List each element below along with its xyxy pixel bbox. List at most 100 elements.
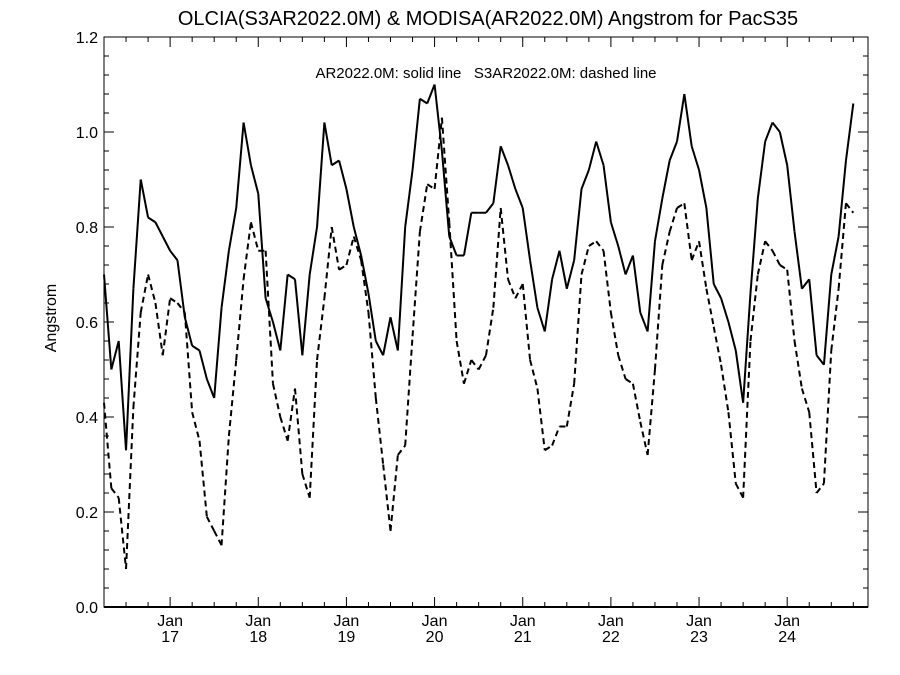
line-segment <box>690 240 700 261</box>
line-segment <box>389 317 399 351</box>
y-tick-label: 1.2 <box>76 30 98 47</box>
line-segment <box>595 240 605 252</box>
line-segment <box>470 359 480 371</box>
line-segment <box>110 340 120 370</box>
line-segment <box>279 274 289 351</box>
y-tick-label: 1.0 <box>76 125 98 142</box>
line-segment <box>698 241 708 289</box>
line-segment <box>779 264 788 271</box>
line-segment <box>338 160 348 190</box>
line-segment <box>220 250 230 308</box>
line-segment <box>786 269 796 342</box>
line-segment <box>323 122 333 166</box>
x-tick-year-label: 17 <box>161 629 179 646</box>
line-segment <box>661 160 671 199</box>
line-segment <box>213 307 223 399</box>
line-segment <box>492 207 502 308</box>
line-segment <box>411 98 421 171</box>
line-segment <box>301 473 311 499</box>
line-segment <box>117 497 128 570</box>
x-tick-year-label: 24 <box>778 629 796 646</box>
line-segment <box>521 283 532 361</box>
line-segment <box>323 226 333 299</box>
line-segment <box>845 202 855 214</box>
line-segment <box>485 307 495 356</box>
line-segment <box>433 117 443 190</box>
line-segment <box>580 245 590 275</box>
line-segment <box>316 122 326 228</box>
line-segment <box>448 236 458 256</box>
line-segment <box>543 279 554 332</box>
line-segment <box>514 283 524 299</box>
line-segment <box>264 250 274 384</box>
line-segment <box>455 340 465 384</box>
line-segment <box>198 350 208 380</box>
line-segment <box>734 350 745 403</box>
line-segment <box>587 141 598 171</box>
line-segment <box>720 297 730 323</box>
line-segment <box>374 397 385 465</box>
line-segment <box>271 383 282 418</box>
line-segment <box>676 93 686 142</box>
x-tick-year-label: 20 <box>426 629 444 646</box>
line-segment <box>426 183 436 190</box>
line-segment <box>249 165 260 194</box>
x-tick-year-label: 22 <box>602 629 620 646</box>
line-segment <box>756 241 767 275</box>
line-segment <box>815 482 825 494</box>
line-segment <box>499 145 509 166</box>
line-segment <box>551 250 561 280</box>
line-segment <box>161 236 172 252</box>
line-segment <box>411 231 421 337</box>
line-segment <box>544 444 553 452</box>
line-segment <box>382 317 392 356</box>
series-line-AR2022.0M <box>103 84 855 451</box>
line-segment <box>242 122 252 166</box>
line-segment <box>837 203 847 289</box>
line-segment <box>778 131 789 166</box>
y-axis-label: Angstrom <box>43 284 60 352</box>
line-segment <box>808 412 818 494</box>
x-tick-month-label: Jan <box>157 613 183 630</box>
line-segment <box>463 359 473 385</box>
line-segment <box>360 260 370 313</box>
line-segment <box>573 274 583 384</box>
line-segment <box>235 122 245 209</box>
line-segment <box>249 222 260 251</box>
line-segment <box>389 454 399 532</box>
line-segment <box>720 364 730 413</box>
line-segment <box>742 340 752 498</box>
line-segment <box>631 255 642 313</box>
line-segment <box>132 179 142 289</box>
line-style-annotation: AR2022.0M: solid line S3AR2022.0M: dashe… <box>315 65 656 82</box>
line-segment <box>308 359 319 498</box>
x-tick-month-label: Jan <box>422 613 448 630</box>
line-segment <box>646 369 656 456</box>
y-tick-label: 0.8 <box>76 220 98 237</box>
line-segment <box>147 274 157 304</box>
line-segment <box>705 288 715 327</box>
x-tick-year-label: 21 <box>514 629 532 646</box>
line-segment <box>646 241 656 332</box>
line-segment <box>485 202 495 214</box>
line-segment <box>844 103 855 161</box>
line-segment <box>169 297 179 304</box>
line-segment <box>801 278 811 290</box>
line-segment <box>712 326 723 365</box>
line-segment <box>220 435 230 546</box>
line-segment <box>205 378 216 399</box>
line-segment <box>514 188 524 209</box>
line-segment <box>595 141 605 166</box>
line-segment <box>183 317 194 346</box>
line-segment <box>573 188 583 261</box>
line-segment <box>440 117 451 223</box>
line-segment <box>565 383 576 427</box>
line-segment <box>132 312 142 408</box>
line-segment <box>705 207 715 285</box>
line-segment <box>294 279 304 356</box>
line-segment <box>191 344 201 352</box>
line-segment <box>154 221 164 237</box>
x-tick-year-label: 23 <box>690 629 708 646</box>
line-segment <box>440 150 451 237</box>
